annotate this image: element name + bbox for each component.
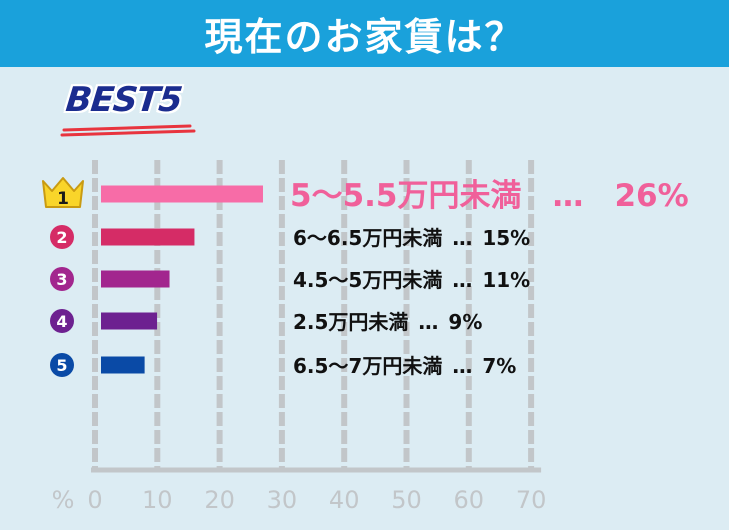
x-tick-label-0: 0 [87,486,102,514]
page-title: 現在のお家賃は？ [204,15,525,59]
rank-number-2: 2 [56,228,67,247]
rank-number-4: 4 [56,312,67,331]
header-banner: 現在のお家賃は？ [0,0,729,67]
rank-number-1: 1 [57,189,69,209]
bar-1 [101,185,263,203]
x-tick-label-40: 40 [329,486,360,514]
bar-2 [101,228,195,246]
x-tick-label-30: 30 [267,486,298,514]
x-tick-label-70: 70 [516,486,547,514]
x-axis-unit-label: % [52,486,75,514]
category-label-1: 5〜5.5万円未満 … 26% [290,178,689,214]
rank-number-5: 5 [56,356,67,375]
crown-icon [42,177,84,208]
bar-3 [101,270,170,288]
bar-4 [101,312,158,330]
category-label-3: 4.5〜5万円未満 … 11% [293,268,530,292]
category-label-5: 6.5〜7万円未満 … 7% [293,354,516,378]
x-tick-label-50: 50 [391,486,422,514]
best5-underline [60,124,196,137]
x-tick-label-10: 10 [142,486,173,514]
x-tick-label-20: 20 [204,486,235,514]
rank-circle-icon [50,353,74,377]
x-tick-label-60: 60 [454,486,485,514]
rank-number-3: 3 [56,270,67,289]
category-label-4: 2.5万円未満 … 9% [293,310,482,334]
rank-circle-icon [50,267,74,291]
bar-5 [101,356,145,374]
rank-circle-icon [50,225,74,249]
rank-circle-icon [50,309,74,333]
category-label-2: 6〜6.5万円未満 … 15% [293,226,530,250]
